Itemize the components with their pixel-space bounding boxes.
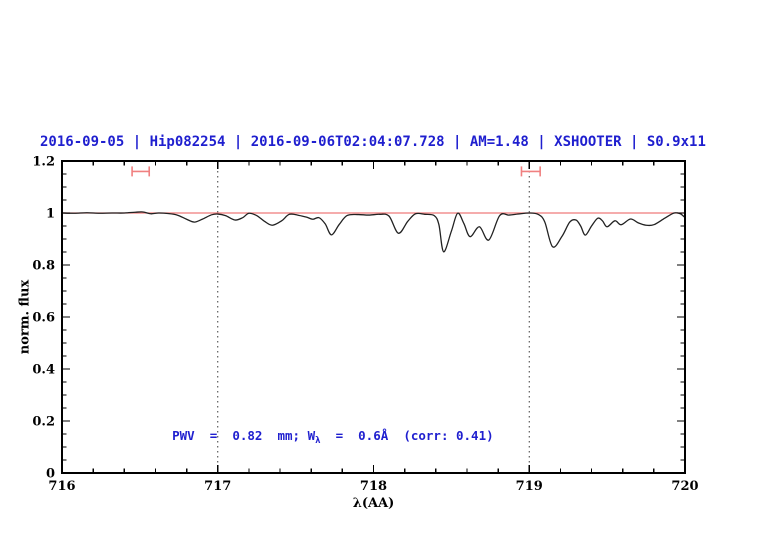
telluric-markers: [131, 166, 541, 177]
pwv-annotation-prefix: PWV = 0.82 mm; W: [172, 428, 316, 443]
x-tick-label: 716: [48, 479, 75, 494]
pwv-annotation: PWV = 0.82 mm; Wλ = 0.6Å (corr: 0.41): [142, 413, 494, 461]
spectrum-line: [61, 211, 686, 253]
y-axis-label: norm. flux: [17, 279, 33, 355]
pwv-annotation-suffix: = 0.6Å (corr: 0.41): [320, 428, 494, 443]
y-tick-label: 0.2: [32, 415, 55, 430]
y-tick-label: 0.8: [32, 259, 55, 274]
y-tick-label: 1: [46, 207, 55, 222]
plot-title: 2016-09-05 | Hip082254 | 2016-09-06T02:0…: [40, 134, 706, 150]
x-tick-label: 718: [360, 479, 387, 494]
x-tick-labels: 716 717 718 719 720: [48, 479, 698, 494]
x-tick-label: 719: [516, 479, 543, 494]
x-tick-label: 717: [204, 479, 231, 494]
y-tick-label: 0.6: [32, 311, 55, 326]
x-tick-label: 720: [671, 479, 698, 494]
pwv-annotation-subscript: λ: [315, 436, 321, 446]
ticks: [61, 160, 686, 474]
x-axis-label: λ(AA): [352, 496, 395, 511]
y-tick-label: 0.4: [32, 363, 55, 378]
reference-vlines: [217, 161, 530, 473]
spectrum-series: [61, 211, 686, 253]
y-tick-label: 1.2: [32, 155, 55, 170]
y-tick-label: 0: [46, 467, 55, 482]
y-tick-labels: 0 0.2 0.4 0.6 0.8 1 1.2: [32, 155, 55, 482]
